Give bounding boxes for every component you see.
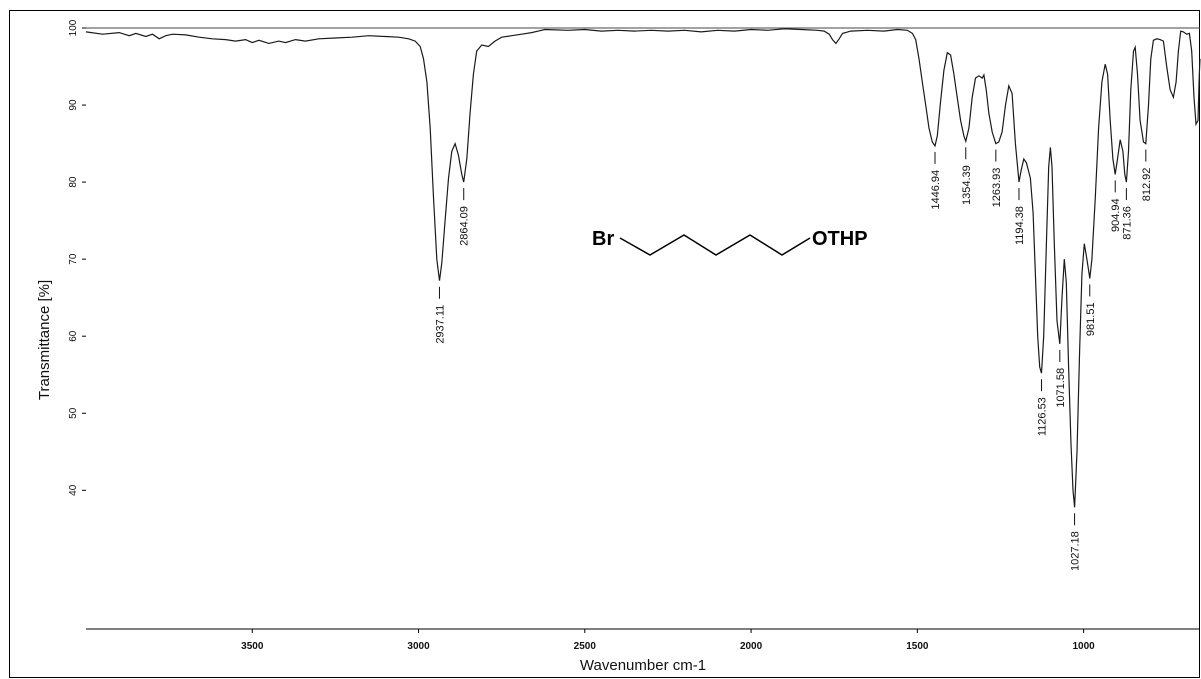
peak-label-text: 1263.93 <box>991 168 1003 208</box>
x-tick-label: 2000 <box>740 641 763 652</box>
peak-label: 1027.18 <box>1070 513 1082 571</box>
y-tick-label: 60 <box>68 330 79 342</box>
x-tick-label: 1000 <box>1072 641 1095 652</box>
molecule-structure: Br OTHP <box>592 228 868 256</box>
peak-label: 981.51 <box>1085 284 1097 336</box>
y-tick-label: 90 <box>68 99 79 111</box>
peak-label: 2937.11 <box>434 286 446 344</box>
peak-label-text: 2937.11 <box>434 305 446 344</box>
peak-label: 812.92 <box>1141 149 1153 202</box>
peak-label-text: 1354.39 <box>961 165 973 205</box>
peak-label: 1354.39 <box>961 147 973 205</box>
peak-label-text: 871.36 <box>1121 206 1133 240</box>
plot-area <box>85 27 1201 630</box>
peak-label: 1446.94 <box>930 151 942 210</box>
peak-label-text: 981.51 <box>1085 302 1097 336</box>
peak-annotations: 2937.11 2864.09 1446.94 1354.39 1263.93 1194.… <box>434 147 1153 571</box>
peak-label: 1126.53 <box>1037 379 1049 436</box>
peak-label-text: 1194.38 <box>1014 206 1026 245</box>
y-tick-label: 70 <box>68 253 79 265</box>
x-tick-label: 3500 <box>241 641 264 652</box>
x-tick-label: 2500 <box>574 641 597 652</box>
x-axis: 3500 3000 2500 2000 1500 1000 <box>241 629 1095 652</box>
peak-label-text: 904.94 <box>1110 198 1122 232</box>
spectrum-series-line <box>85 28 1201 508</box>
y-tick-label: 100 <box>68 19 79 36</box>
peak-label-text: 2864.09 <box>459 206 471 246</box>
molecule-right-group: OTHP <box>812 228 868 250</box>
peak-label: 904.94 <box>1110 180 1122 232</box>
peak-label-text: 812.92 <box>1141 168 1153 202</box>
peak-label: 2864.09 <box>459 188 471 246</box>
x-tick-label: 1500 <box>906 641 929 652</box>
chart-frame <box>9 10 1200 678</box>
peak-label: 871.36 <box>1121 188 1133 240</box>
peak-label-text: 1027.18 <box>1070 531 1082 571</box>
peak-label-text: 1071.58 <box>1055 368 1067 408</box>
peak-label-text: 1446.94 <box>930 170 942 210</box>
y-tick-label: 40 <box>68 484 79 496</box>
y-tick-label: 80 <box>68 176 79 188</box>
x-tick-label: 3000 <box>407 641 430 652</box>
y-axis: 100 90 80 70 60 50 40 <box>68 19 86 496</box>
peak-label: 1071.58 <box>1055 349 1067 408</box>
molecule-left-group: Br <box>592 228 614 250</box>
peak-label-text: 1126.53 <box>1037 397 1049 436</box>
y-tick-label: 50 <box>68 407 79 419</box>
peak-label: 1263.93 <box>991 149 1003 208</box>
molecule-chain-bonds <box>619 234 811 256</box>
x-axis-title: Wavenumber cm-1 <box>580 657 706 674</box>
y-axis-title: Transmittance [%] <box>36 280 53 400</box>
peak-label: 1194.38 <box>1014 188 1026 245</box>
